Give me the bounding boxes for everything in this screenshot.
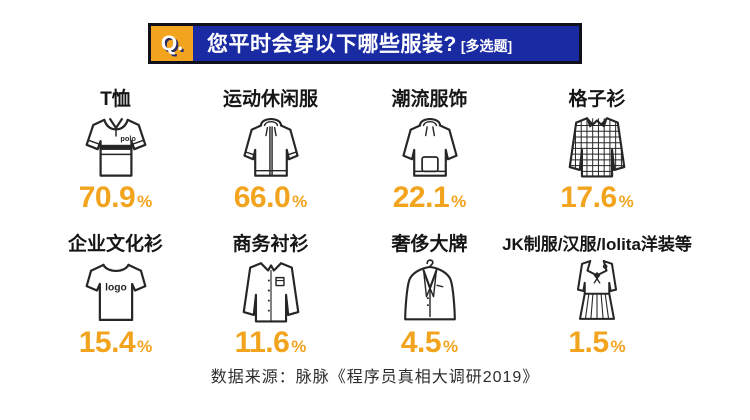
percent-sign: % — [618, 192, 634, 211]
item-label: 奢侈大牌 — [391, 234, 468, 255]
item-value: 4.5% — [400, 326, 459, 359]
plaid-shirt-icon — [559, 114, 635, 180]
question-title-wrap: 您平时会穿以下哪些服装? [多选题] — [193, 26, 579, 61]
suit-hanger-icon — [393, 259, 467, 325]
item-label: 格子衫 — [568, 89, 626, 110]
question-header-bar: Q. 您平时会穿以下哪些服装? [多选题] — [148, 23, 582, 64]
percent-sign: % — [451, 192, 467, 211]
percent-sign: % — [137, 337, 153, 356]
item-label: T恤 — [100, 89, 131, 110]
item-value: 66.0% — [233, 181, 308, 214]
item-label: 潮流服饰 — [391, 89, 468, 110]
percent-sign: % — [610, 337, 626, 356]
items-grid: T恤 polo 70.9% 运动休闲服 — [38, 88, 692, 362]
item-value: 11.6% — [234, 326, 307, 359]
chart-item: JK制服/汉服/lolita洋装等 1.5% — [502, 233, 692, 362]
item-value: 70.9% — [78, 181, 153, 214]
chart-item: 潮流服饰 22.1% — [348, 88, 511, 217]
item-label: JK制服/汉服/lolita洋装等 — [502, 235, 692, 254]
chart-item: T恤 polo 70.9% — [38, 88, 193, 217]
zip-hoodie-icon — [233, 114, 309, 180]
item-value: 1.5% — [568, 326, 626, 359]
logo-tshirt-icon: logo — [79, 259, 153, 325]
percent-sign: % — [443, 337, 459, 356]
item-label: 运动休闲服 — [222, 89, 318, 110]
question-title: 您平时会穿以下哪些服装? — [207, 33, 457, 56]
chart-item: 奢侈大牌 4.5% — [348, 233, 511, 362]
percent-sign: % — [137, 192, 153, 211]
percent-sign: % — [291, 337, 307, 356]
multi-choice-tag: [多选题] — [460, 38, 513, 54]
polo-shirt-icon: polo — [79, 114, 153, 180]
chart-item: 商务衬衫 11.6% — [193, 233, 348, 362]
chart-item: 运动休闲服 66.0% — [193, 88, 348, 217]
data-source-text: 数据来源：脉脉《程序员真相大调研2019》 — [210, 369, 540, 386]
q-badge: Q. — [151, 26, 193, 61]
item-value: 17.6% — [560, 181, 634, 214]
dress-shirt-icon — [233, 259, 309, 325]
pullover-hoodie-icon — [392, 114, 468, 180]
svg-text:logo: logo — [105, 283, 127, 294]
item-value: 22.1% — [392, 181, 467, 214]
chart-item: 格子衫 17.6% — [511, 88, 683, 217]
chart-item: 企业文化衫 logo 15.4% — [38, 233, 193, 362]
item-label: 商务衬衫 — [232, 234, 309, 255]
sailor-uniform-icon — [561, 259, 633, 325]
item-label: 企业文化衫 — [67, 234, 163, 255]
svg-text:polo: polo — [120, 134, 136, 143]
item-value: 15.4% — [78, 326, 153, 359]
percent-sign: % — [292, 192, 308, 211]
